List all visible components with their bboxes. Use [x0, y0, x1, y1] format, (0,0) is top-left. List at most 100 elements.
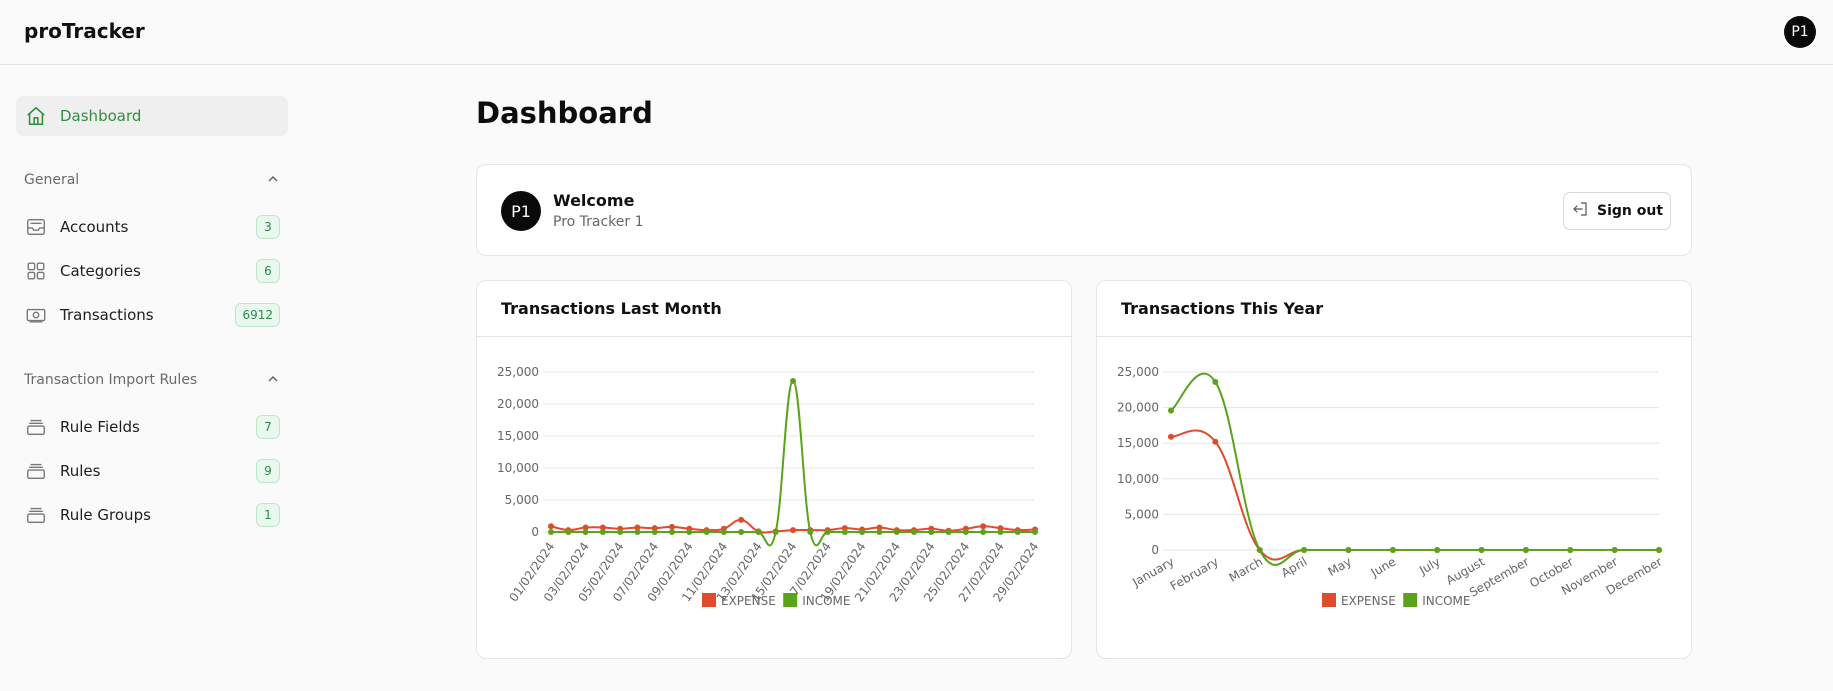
- home-icon: [24, 104, 48, 128]
- data-point-income[interactable]: [1434, 547, 1441, 553]
- sidebar-item-label: Categories: [60, 262, 141, 280]
- data-point-expense[interactable]: [876, 524, 883, 531]
- sidebar: Dashboard General Accounts 3 Categories …: [0, 66, 300, 691]
- data-point-expense[interactable]: [980, 523, 987, 530]
- data-point-income[interactable]: [634, 529, 641, 535]
- data-point-income[interactable]: [1656, 547, 1662, 553]
- data-point-income[interactable]: [1611, 547, 1618, 553]
- data-point-expense[interactable]: [634, 524, 641, 531]
- data-point-income[interactable]: [738, 529, 745, 535]
- brand-logo[interactable]: proTracker: [24, 19, 145, 43]
- legend-label[interactable]: EXPENSE: [1341, 594, 1396, 608]
- data-point-income[interactable]: [911, 529, 917, 535]
- data-point-expense[interactable]: [790, 527, 796, 534]
- data-point-income[interactable]: [893, 529, 900, 535]
- welcome-username: Pro Tracker 1: [553, 214, 644, 230]
- data-point-income[interactable]: [651, 529, 658, 535]
- sidebar-item-rules[interactable]: Rules 9: [16, 451, 288, 491]
- sidebar-item-categories[interactable]: Categories 6: [16, 251, 288, 291]
- layers-icon: [24, 459, 48, 483]
- data-point-income[interactable]: [772, 529, 779, 535]
- data-point-income[interactable]: [841, 529, 848, 535]
- y-tick-label: 25,000: [497, 365, 539, 379]
- sidebar-item-label: Rules: [60, 462, 101, 480]
- data-point-expense[interactable]: [1168, 433, 1174, 440]
- data-point-income[interactable]: [807, 529, 814, 535]
- legend-label[interactable]: INCOME: [802, 594, 850, 608]
- data-point-income[interactable]: [790, 377, 796, 384]
- welcome-card: P1 Welcome Pro Tracker 1 Sign out: [476, 164, 1692, 256]
- data-point-income[interactable]: [703, 529, 710, 535]
- data-point-income[interactable]: [599, 529, 606, 535]
- data-point-income[interactable]: [720, 529, 727, 535]
- sidebar-item-label: Accounts: [60, 218, 129, 236]
- sidebar-item-label: Transactions: [60, 306, 154, 324]
- data-point-income[interactable]: [669, 529, 675, 535]
- section-title: Transaction Import Rules: [24, 372, 198, 388]
- data-point-income[interactable]: [1345, 547, 1352, 553]
- sign-out-label: Sign out: [1596, 203, 1664, 219]
- y-tick-label: 20,000: [1117, 401, 1159, 415]
- legend-swatch[interactable]: [783, 593, 798, 607]
- data-point-expense[interactable]: [738, 516, 745, 523]
- data-point-income[interactable]: [1032, 529, 1038, 535]
- sidebar-item-transactions[interactable]: Transactions 6912: [16, 295, 288, 335]
- data-point-income[interactable]: [617, 529, 624, 535]
- chart-title: Transactions Last Month: [501, 299, 722, 318]
- data-point-income[interactable]: [1212, 378, 1219, 385]
- sign-out-button[interactable]: Sign out: [1563, 192, 1671, 230]
- section-general-toggle[interactable]: General: [24, 168, 280, 192]
- data-point-income[interactable]: [997, 529, 1004, 535]
- inbox-icon: [24, 215, 48, 239]
- data-point-income[interactable]: [1014, 529, 1021, 535]
- data-point-income[interactable]: [945, 529, 952, 535]
- user-avatar[interactable]: P1: [1784, 16, 1816, 48]
- data-point-income[interactable]: [876, 529, 883, 535]
- x-tick-label: May: [1325, 554, 1353, 579]
- y-tick-label: 20,000: [497, 397, 539, 411]
- y-tick-label: 5,000: [1125, 507, 1159, 521]
- section-import-rules-toggle[interactable]: Transaction Import Rules: [24, 368, 280, 392]
- data-point-income[interactable]: [1301, 547, 1308, 553]
- data-point-expense[interactable]: [599, 524, 606, 531]
- page-title: Dashboard: [476, 96, 653, 130]
- data-point-income[interactable]: [1478, 547, 1485, 553]
- data-point-income[interactable]: [1389, 547, 1396, 553]
- data-point-expense[interactable]: [1212, 438, 1219, 445]
- legend-label[interactable]: INCOME: [1422, 594, 1470, 608]
- y-tick-label: 15,000: [1117, 436, 1159, 450]
- data-point-income[interactable]: [1522, 547, 1529, 553]
- legend-swatch[interactable]: [1403, 593, 1418, 607]
- legend-swatch[interactable]: [702, 593, 716, 607]
- data-point-income[interactable]: [824, 529, 831, 535]
- sidebar-item-rule-groups[interactable]: Rule Groups 1: [16, 495, 288, 535]
- sidebar-item-dashboard[interactable]: Dashboard: [16, 96, 288, 136]
- data-point-income[interactable]: [565, 529, 572, 535]
- data-point-expense[interactable]: [548, 523, 554, 530]
- data-point-income[interactable]: [928, 529, 935, 535]
- data-point-income[interactable]: [962, 529, 969, 535]
- sidebar-item-rule-fields[interactable]: Rule Fields 7: [16, 407, 288, 447]
- data-point-income[interactable]: [1168, 407, 1174, 414]
- chart-last-month: 05,00010,00015,00020,00025,00001/02/2024…: [497, 365, 1041, 608]
- data-point-expense[interactable]: [582, 524, 589, 531]
- legend-swatch[interactable]: [1322, 593, 1336, 607]
- legend-label[interactable]: EXPENSE: [721, 594, 776, 608]
- data-point-income[interactable]: [859, 529, 866, 535]
- data-point-income[interactable]: [582, 529, 589, 535]
- data-point-income[interactable]: [686, 529, 693, 535]
- top-bar: proTracker P1: [0, 0, 1833, 65]
- count-badge: 6: [256, 259, 280, 283]
- data-point-expense[interactable]: [669, 523, 675, 530]
- x-tick-label: June: [1368, 554, 1399, 580]
- data-point-income[interactable]: [980, 529, 987, 535]
- data-point-income[interactable]: [755, 529, 762, 535]
- section-title: General: [24, 172, 80, 188]
- count-badge: 3: [256, 215, 280, 239]
- data-point-income[interactable]: [1256, 547, 1263, 553]
- data-point-income[interactable]: [1567, 547, 1574, 553]
- sidebar-item-accounts[interactable]: Accounts 3: [16, 207, 288, 247]
- y-tick-label: 10,000: [1117, 472, 1159, 486]
- data-point-income[interactable]: [548, 529, 554, 535]
- y-tick-label: 0: [1151, 543, 1159, 557]
